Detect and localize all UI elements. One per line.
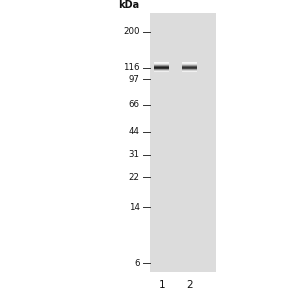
Bar xyxy=(182,66,197,67)
Bar xyxy=(182,63,197,64)
Text: 97: 97 xyxy=(129,75,140,84)
Bar xyxy=(182,62,197,63)
Bar xyxy=(182,63,197,64)
Bar xyxy=(182,64,197,65)
Bar xyxy=(182,65,197,66)
Bar xyxy=(154,67,169,68)
Bar xyxy=(182,71,197,72)
Bar xyxy=(154,64,169,65)
Bar xyxy=(154,65,169,66)
Bar xyxy=(150,13,216,272)
Bar xyxy=(182,70,197,71)
Bar xyxy=(154,68,169,69)
Text: 1: 1 xyxy=(158,280,165,289)
Text: 6: 6 xyxy=(134,259,140,268)
Text: 200: 200 xyxy=(123,27,140,36)
Bar xyxy=(154,62,169,63)
Bar xyxy=(154,63,169,64)
Bar xyxy=(154,69,169,70)
Bar xyxy=(154,63,169,64)
Bar xyxy=(154,70,169,71)
Bar xyxy=(182,68,197,69)
Bar xyxy=(154,69,169,70)
Bar xyxy=(154,68,169,69)
Text: 2: 2 xyxy=(186,280,193,289)
Text: kDa: kDa xyxy=(119,1,140,10)
Bar xyxy=(182,66,197,67)
Bar xyxy=(154,66,169,67)
Bar xyxy=(154,67,169,68)
Bar xyxy=(182,71,197,72)
Bar xyxy=(182,69,197,70)
Bar xyxy=(154,65,169,66)
Bar xyxy=(154,70,169,71)
Text: 31: 31 xyxy=(129,150,140,159)
Text: 14: 14 xyxy=(129,203,140,212)
Text: 44: 44 xyxy=(129,127,140,136)
Bar xyxy=(182,68,197,69)
Bar xyxy=(182,65,197,66)
Bar xyxy=(182,64,197,65)
Text: 116: 116 xyxy=(123,63,140,72)
Bar xyxy=(182,67,197,68)
Bar xyxy=(154,71,169,72)
Bar xyxy=(154,66,169,67)
Text: 22: 22 xyxy=(129,173,140,182)
Bar xyxy=(154,71,169,72)
Bar xyxy=(182,69,197,70)
Bar xyxy=(154,64,169,65)
Text: 66: 66 xyxy=(129,100,140,109)
Bar xyxy=(182,70,197,71)
Bar xyxy=(182,67,197,68)
